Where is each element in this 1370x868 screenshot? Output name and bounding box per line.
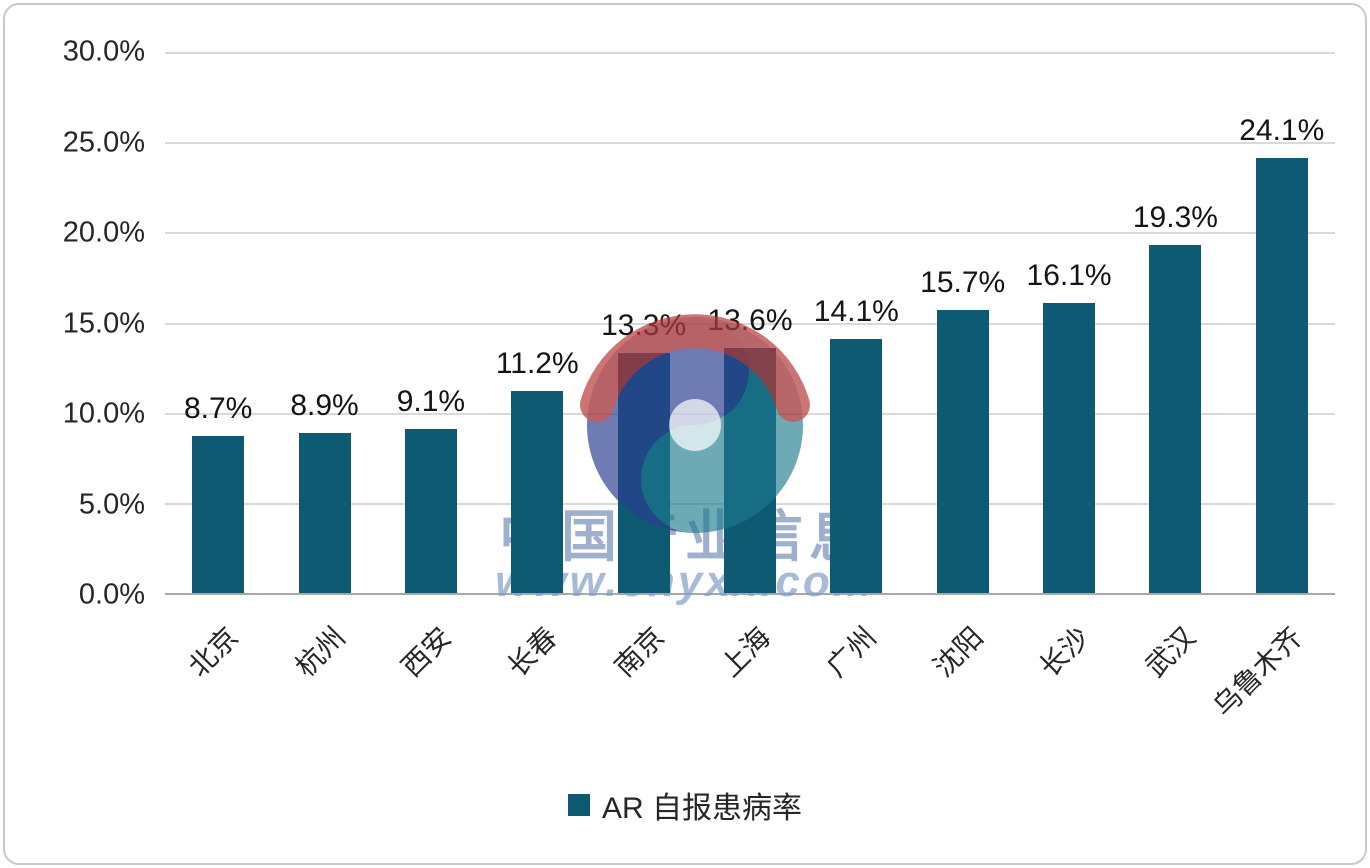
bar-column: 24.1% [1229, 52, 1335, 593]
bar [936, 309, 989, 593]
chyxx-logo-icon [575, 305, 815, 550]
y-axis-label: 20.0% [62, 216, 145, 249]
bar-column: 11.2% [484, 52, 590, 593]
bar-value-label: 15.7% [920, 265, 1006, 299]
bar-value-label: 19.3% [1132, 200, 1218, 234]
bar-value-label: 11.2% [495, 347, 579, 381]
bar [1255, 158, 1308, 593]
bar [830, 338, 883, 593]
y-axis: 0.0% 5.0% 10.0% 15.0% 20.0% 25.0% 30.0% [5, 36, 145, 611]
gridline [165, 52, 1335, 54]
bar-value-label: 24.1% [1239, 114, 1325, 148]
bar-column: 16.1% [1016, 52, 1122, 593]
x-axis-labels: 北京 杭州 西安 长春 南京 上海 广州 沈阳 长沙 武汉 乌鲁木齐 [165, 605, 1335, 775]
chart-canvas: 0.0% 5.0% 10.0% 15.0% 20.0% 25.0% 30.0% 8.7% 8.… [3, 3, 1367, 865]
gridline [165, 232, 1335, 235]
bar-column: 14.1% [803, 52, 909, 593]
y-axis-label: 5.0% [78, 488, 145, 520]
bar-column: 8.7% [165, 52, 271, 593]
legend-label: AR 自报患病率 [601, 792, 802, 825]
y-axis-label: 0.0% [78, 578, 145, 611]
bar [404, 428, 457, 593]
bar [1043, 302, 1096, 593]
bar-value-label: 16.1% [1026, 258, 1112, 292]
y-axis-label: 15.0% [62, 307, 145, 339]
gridline [165, 322, 1335, 325]
bar-value-label: 8.9% [290, 388, 359, 422]
legend-swatch [567, 794, 590, 816]
bar-column: 19.3% [1122, 52, 1228, 593]
bar [511, 391, 564, 593]
bar-value-label: 8.7% [183, 392, 253, 426]
y-axis-label: 30.0% [62, 35, 145, 68]
bar [1149, 244, 1202, 593]
gridline [165, 142, 1335, 145]
y-axis-label: 25.0% [62, 126, 145, 158]
bar-column: 8.9% [271, 52, 377, 593]
bar-column: 9.1% [378, 52, 484, 593]
bar-value-label: 14.1% [813, 294, 899, 328]
y-axis-label: 10.0% [62, 397, 145, 430]
bar [298, 432, 351, 593]
bar [192, 436, 245, 593]
bar-value-label: 9.1% [396, 384, 466, 418]
bar-column: 15.7% [910, 52, 1016, 593]
legend: AR 自报患病率 [5, 783, 1365, 827]
